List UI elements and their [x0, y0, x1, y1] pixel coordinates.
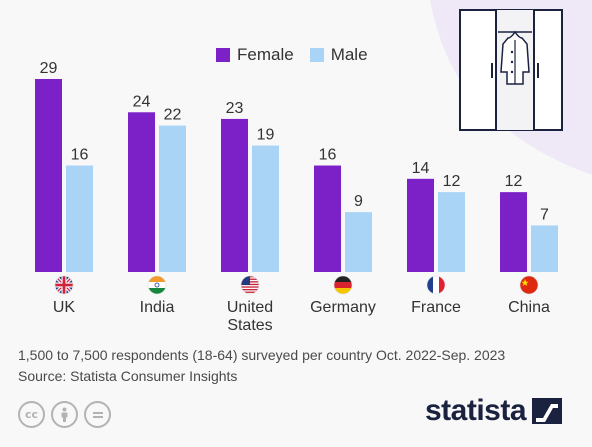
bar-male-china	[531, 225, 558, 272]
france-flag-icon	[426, 275, 446, 295]
legend-swatch-male	[309, 48, 324, 62]
value-label-female-france: 14	[412, 160, 430, 177]
value-label-female-uk: 29	[40, 60, 58, 77]
x-tick-label-india: India	[140, 299, 175, 316]
source-note: Source: Statista Consumer Insights	[18, 368, 238, 384]
us-flag-icon	[240, 275, 260, 295]
uk-flag-icon	[54, 275, 74, 295]
license-icons: cc	[18, 401, 111, 428]
x-tick-label-germany: Germany	[310, 299, 376, 316]
legend-label-female: Female	[237, 45, 294, 64]
chart-footnote: 1,500 to 7,500 respondents (18-64) surve…	[18, 345, 505, 387]
survey-note: 1,500 to 7,500 respondents (18-64) surve…	[18, 347, 506, 363]
bar-male-france	[438, 192, 465, 272]
value-label-male-india: 22	[164, 107, 182, 124]
x-tick-label-france: France	[411, 299, 461, 316]
legend-label-male: Male	[330, 45, 368, 64]
value-label-male-china: 7	[540, 206, 549, 223]
x-tick-label-united-states-1: States	[227, 317, 272, 334]
india-flag-icon	[147, 275, 167, 295]
bar-female-france	[407, 178, 434, 272]
statista-logo-icon	[532, 398, 563, 424]
statista-logo[interactable]: statista	[425, 394, 563, 428]
value-label-male-uk: 16	[71, 147, 89, 164]
bar-female-united-states	[221, 118, 248, 273]
legend-item-female: Female	[216, 45, 294, 65]
bar-female-uk	[35, 79, 62, 272]
bar-female-china	[500, 192, 527, 272]
x-tick-label-china: China	[508, 299, 550, 316]
bar-male-uk	[66, 165, 93, 272]
bar-male-germany	[345, 212, 372, 272]
value-label-female-china: 12	[505, 173, 523, 190]
legend: Female Male	[216, 45, 384, 65]
cc-icon[interactable]: cc	[18, 401, 45, 428]
germany-flag-icon	[333, 275, 353, 295]
x-tick-label-uk: UK	[53, 299, 76, 316]
value-label-male-germany: 9	[354, 193, 363, 210]
wardrobe-icon	[459, 9, 563, 131]
bar-male-united-states	[252, 145, 279, 272]
legend-item-male: Male	[309, 45, 368, 65]
bar-male-india	[159, 125, 186, 272]
value-label-male-united-states: 19	[257, 127, 275, 144]
value-label-male-france: 12	[443, 173, 461, 190]
value-label-female-germany: 16	[319, 147, 337, 164]
bar-female-india	[128, 112, 155, 272]
china-flag-icon	[519, 275, 539, 295]
x-tick-label-united-states: United	[227, 299, 273, 316]
no-derivatives-icon[interactable]	[84, 401, 111, 428]
value-label-female-united-states: 23	[226, 100, 244, 117]
value-label-female-india: 24	[133, 93, 151, 110]
brand-wordmark: statista	[425, 394, 527, 427]
attribution-icon[interactable]	[51, 401, 78, 428]
legend-swatch-female	[216, 48, 230, 62]
bar-female-germany	[314, 165, 341, 272]
